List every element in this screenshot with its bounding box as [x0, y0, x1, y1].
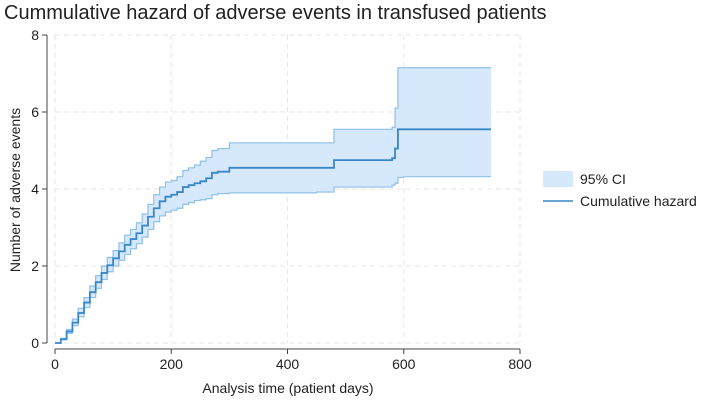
hazard-line-layer: [55, 128, 491, 344]
ci-band-area: [55, 67, 491, 343]
x-axis-label: Analysis time (patient days): [202, 380, 373, 396]
x-tick-label: 800: [508, 356, 532, 372]
y-tick-label: 2: [31, 258, 39, 274]
x-tick-label: 200: [160, 356, 184, 372]
x-tick-label: 400: [276, 356, 300, 372]
legend-swatch-ci: [543, 171, 573, 187]
x-tick-label: 0: [51, 356, 59, 372]
hazard-series-line: [55, 128, 491, 344]
y-axis-label: Number of adverse events: [7, 108, 23, 272]
legend-label-hazard: Cumulative hazard: [580, 193, 697, 209]
legend-label-ci: 95% CI: [580, 171, 626, 187]
ci-upper-bound: [55, 67, 491, 344]
chart-title: Cummulative hazard of adverse events in …: [4, 2, 547, 24]
y-tick-label: 6: [31, 104, 39, 120]
axis-layer: 0 200 400 600 800 0 2 4 6 8: [31, 27, 532, 372]
ci-band-layer: [55, 67, 491, 344]
ci-lower-bound: [55, 176, 491, 344]
y-tick-label: 4: [31, 181, 39, 197]
y-tick-label: 0: [31, 335, 39, 351]
x-tick-label: 600: [392, 356, 416, 372]
legend: 95% CI Cumulative hazard: [543, 171, 697, 209]
y-tick-label: 8: [31, 27, 39, 43]
